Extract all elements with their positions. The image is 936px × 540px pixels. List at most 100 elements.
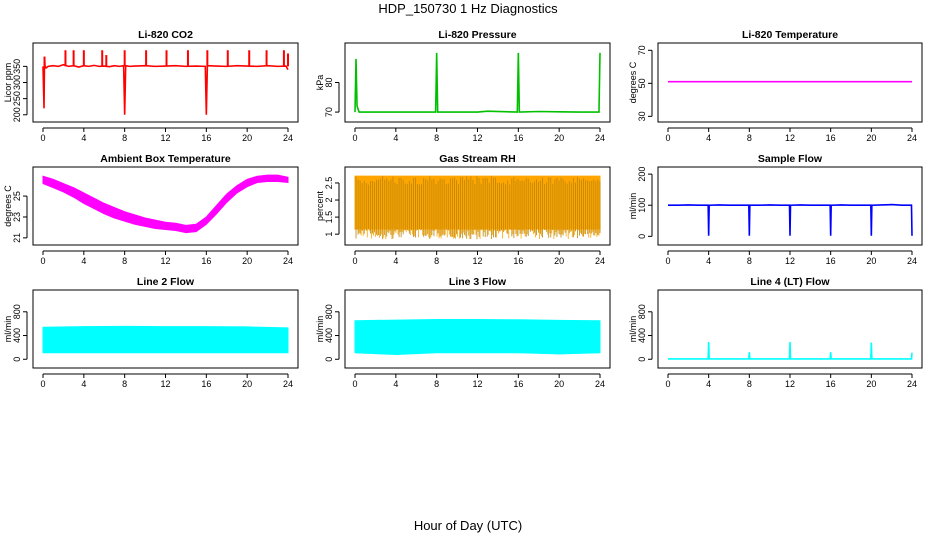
x-tick-label: 20 bbox=[866, 379, 876, 389]
y-tick-label: 23 bbox=[12, 212, 22, 222]
x-tick-label: 16 bbox=[201, 256, 211, 266]
x-tick-label: 0 bbox=[665, 256, 670, 266]
x-tick-label: 12 bbox=[785, 256, 795, 266]
x-tick-label: 4 bbox=[81, 379, 86, 389]
plot-frame bbox=[657, 289, 923, 369]
chart-panel: Line 3 Flow ml/min 0 4 8 12 16 20 24 0 400 800 bbox=[315, 276, 611, 389]
x-tick-label: 0 bbox=[40, 256, 45, 266]
y-tick-label: 70 bbox=[324, 107, 334, 117]
series-line bbox=[668, 203, 913, 236]
y-tick-label: 50 bbox=[637, 78, 647, 88]
y-tick-label: 0 bbox=[324, 357, 334, 362]
x-tick-label: 24 bbox=[595, 379, 605, 389]
figure-x-axis-label: Hour of Day (UTC) bbox=[413, 518, 523, 533]
y-axis-label: kPa bbox=[315, 75, 325, 91]
y-tick-label: 200 bbox=[12, 107, 22, 122]
x-tick-label: 24 bbox=[907, 256, 917, 266]
x-tick-label: 12 bbox=[160, 133, 170, 143]
x-tick-label: 8 bbox=[434, 133, 439, 143]
plot-area bbox=[42, 174, 289, 234]
x-tick-label: 12 bbox=[472, 379, 482, 389]
chart-panel: Ambient Box Temperature degrees C 0 4 8 12 16 2… bbox=[3, 153, 299, 266]
plot-area bbox=[354, 319, 601, 356]
x-tick-label: 12 bbox=[785, 379, 795, 389]
y-tick-label: 1.5 bbox=[324, 211, 334, 224]
y-tick-label: 350 bbox=[12, 59, 22, 74]
x-tick-label: 16 bbox=[201, 133, 211, 143]
y-tick-label: 400 bbox=[12, 328, 22, 343]
x-tick-label: 8 bbox=[122, 379, 127, 389]
x-tick-label: 16 bbox=[513, 379, 523, 389]
y-axis-label: ml/min bbox=[628, 316, 638, 343]
x-tick-label: 16 bbox=[513, 256, 523, 266]
x-tick-label: 20 bbox=[866, 133, 876, 143]
plot-frame bbox=[32, 166, 299, 246]
x-tick-label: 20 bbox=[242, 133, 252, 143]
plot-area bbox=[354, 175, 601, 240]
x-tick-label: 4 bbox=[81, 256, 86, 266]
y-axis-label: Licor ppm bbox=[3, 63, 13, 103]
chart-panel: Gas Stream RH percent 0 4 8 12 16 20 24 1 1.5 2 2.5 bbox=[315, 153, 611, 266]
figure-title: HDP_150730 1 Hz Diagnostics bbox=[378, 1, 558, 16]
plot-frame bbox=[32, 289, 299, 369]
x-tick-label: 24 bbox=[283, 256, 293, 266]
chart-title: Line 4 (LT) Flow bbox=[750, 276, 830, 288]
series-band bbox=[354, 319, 601, 356]
y-axis-label: degrees C bbox=[628, 61, 638, 103]
y-axis-label: percent bbox=[315, 190, 325, 221]
x-tick-label: 8 bbox=[122, 133, 127, 143]
chart-panel: Line 4 (LT) Flow ml/min 0 4 8 12 16 20 24 0 400 800 bbox=[628, 276, 923, 389]
y-tick-label: 30 bbox=[637, 111, 647, 121]
plot-area bbox=[42, 325, 289, 354]
y-tick-label: 70 bbox=[637, 45, 647, 55]
y-tick-label: 1 bbox=[324, 232, 334, 237]
y-tick-label: 25 bbox=[12, 191, 22, 201]
y-axis-label: ml/min bbox=[628, 193, 638, 220]
x-tick-label: 8 bbox=[122, 256, 127, 266]
series-line bbox=[668, 342, 913, 360]
x-tick-label: 0 bbox=[352, 379, 357, 389]
chart-panel: Li-820 Pressure kPa 0 4 8 12 16 20 24 70 80 bbox=[315, 29, 611, 143]
chart-title: Line 3 Flow bbox=[449, 276, 507, 288]
x-tick-label: 20 bbox=[866, 256, 876, 266]
x-tick-label: 24 bbox=[595, 133, 605, 143]
y-tick-label: 800 bbox=[637, 304, 647, 319]
x-tick-label: 8 bbox=[434, 379, 439, 389]
x-tick-label: 24 bbox=[907, 379, 917, 389]
x-tick-label: 16 bbox=[513, 133, 523, 143]
x-tick-label: 20 bbox=[242, 256, 252, 266]
chart-panel: Sample Flow ml/min 0 4 8 12 16 20 24 0 100 200 bbox=[628, 153, 923, 266]
x-tick-label: 0 bbox=[352, 256, 357, 266]
x-tick-label: 4 bbox=[393, 379, 398, 389]
y-tick-label: 800 bbox=[324, 304, 334, 319]
x-tick-label: 4 bbox=[706, 133, 711, 143]
x-tick-label: 0 bbox=[40, 133, 45, 143]
x-tick-label: 4 bbox=[81, 133, 86, 143]
x-tick-label: 20 bbox=[554, 379, 564, 389]
y-tick-label: 400 bbox=[637, 328, 647, 343]
y-tick-label: 800 bbox=[12, 304, 22, 319]
x-tick-label: 0 bbox=[40, 379, 45, 389]
x-tick-label: 12 bbox=[160, 379, 170, 389]
plot-frame bbox=[657, 42, 923, 123]
plot-frame bbox=[344, 289, 611, 369]
chart-panel: Line 2 Flow ml/min 0 4 8 12 16 20 24 0 400 800 bbox=[3, 276, 299, 389]
chart-panel: Li-820 Temperature degrees C 0 4 8 12 16 20 24 30… bbox=[628, 29, 923, 143]
x-tick-label: 12 bbox=[472, 133, 482, 143]
x-tick-label: 24 bbox=[595, 256, 605, 266]
series-band bbox=[42, 174, 289, 234]
x-tick-label: 16 bbox=[201, 379, 211, 389]
x-tick-label: 4 bbox=[706, 256, 711, 266]
x-tick-label: 8 bbox=[747, 256, 752, 266]
x-tick-label: 0 bbox=[665, 379, 670, 389]
x-tick-label: 8 bbox=[747, 379, 752, 389]
y-tick-label: 200 bbox=[637, 167, 647, 182]
x-tick-label: 8 bbox=[434, 256, 439, 266]
chart-title: Ambient Box Temperature bbox=[100, 153, 231, 165]
chart-panel: Li-820 CO2 Licor ppm 0 4 8 12 16 20 24 2002503003… bbox=[3, 29, 299, 143]
y-tick-label: 400 bbox=[324, 328, 334, 343]
x-tick-label: 12 bbox=[785, 133, 795, 143]
x-tick-label: 0 bbox=[665, 133, 670, 143]
plot-frame bbox=[344, 42, 611, 123]
